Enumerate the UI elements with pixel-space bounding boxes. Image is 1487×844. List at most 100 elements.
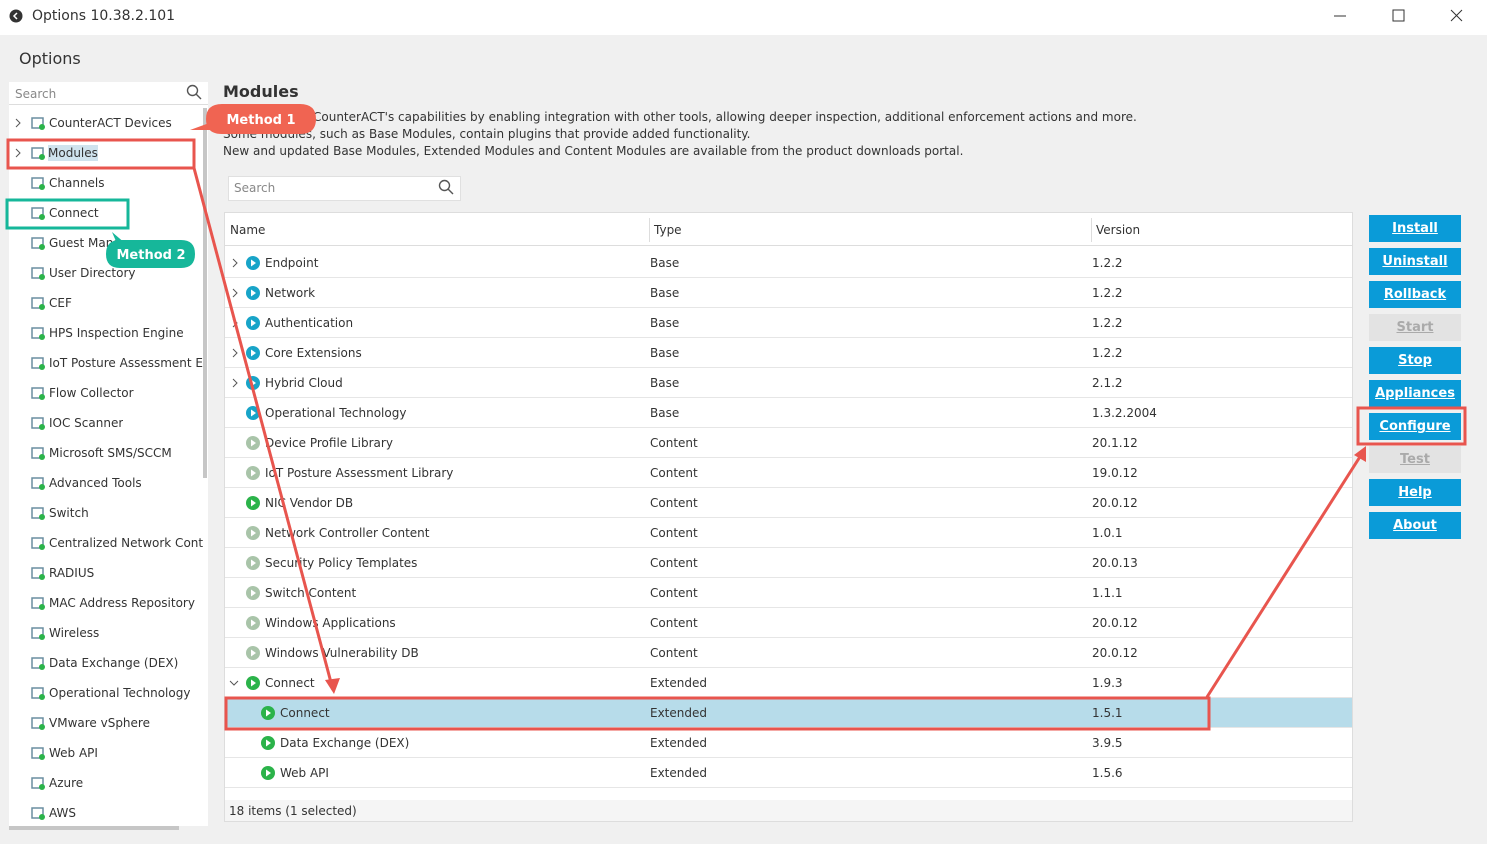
icon — [246, 646, 260, 660]
cell: 1.2.2 — [1092, 346, 1123, 360]
table-row[interactable] — [225, 458, 1352, 488]
sidebar-item[interactable]: Guest Mana — [49, 236, 121, 250]
sidebar-item[interactable]: VMware vSphere — [49, 716, 150, 730]
cell: 1.5.1 — [1092, 706, 1123, 720]
icon — [232, 258, 238, 268]
cell: 1.2.2 — [1092, 256, 1123, 270]
sidebar-item[interactable]: Connect — [49, 206, 99, 220]
sidebar-item[interactable]: HPS Inspection Engine — [49, 326, 184, 340]
icon — [261, 736, 275, 750]
button[interactable]: Configure — [1369, 413, 1461, 440]
button[interactable]: Stop — [1369, 347, 1461, 374]
icon — [246, 286, 260, 300]
arrow-head — [1354, 446, 1366, 462]
cell: 1.3.2.2004 — [1092, 406, 1157, 420]
search-icon — [186, 84, 202, 100]
icon — [31, 147, 45, 160]
sidebar-item[interactable]: Channels — [49, 176, 105, 190]
table-row[interactable] — [225, 698, 1352, 728]
icon — [31, 777, 45, 790]
table-row[interactable] — [225, 548, 1352, 578]
button[interactable]: About — [1369, 512, 1461, 539]
icon — [31, 597, 45, 610]
highlight-box — [5, 198, 130, 230]
footer-text: 18 items (1 selected) — [229, 804, 357, 818]
table-row[interactable] — [225, 428, 1352, 458]
sidebar-item[interactable]: Wireless — [49, 626, 100, 640]
sidebar-item[interactable]: Flow Collector — [49, 386, 134, 400]
cell: Content — [650, 526, 698, 540]
cell: Content — [650, 646, 698, 660]
icon — [232, 378, 238, 388]
button[interactable]: Uninstall — [1369, 248, 1461, 275]
table-row[interactable] — [225, 338, 1352, 368]
icon — [31, 327, 45, 340]
table-row[interactable] — [225, 578, 1352, 608]
sidebar-item[interactable]: Modules — [48, 145, 98, 161]
sidebar-item[interactable]: Microsoft SMS/SCCM — [49, 446, 172, 460]
sidebar-item[interactable]: CEF — [49, 296, 72, 310]
sidebar-item[interactable]: User Directory — [49, 266, 136, 280]
sidebar-item[interactable]: AWS — [49, 806, 77, 820]
cell: Base — [650, 316, 680, 330]
window-controls[interactable] — [1320, 0, 1487, 35]
button[interactable]: Help — [1369, 479, 1461, 506]
cell: Data Exchange (DEX) — [280, 736, 410, 750]
header-divider — [225, 245, 1352, 246]
sidebar-item[interactable]: Data Exchange (DEX) — [49, 656, 179, 670]
search-box[interactable] — [228, 176, 461, 201]
table-row[interactable] — [225, 728, 1352, 758]
table-row[interactable] — [225, 368, 1352, 398]
scrollbar[interactable] — [9, 826, 179, 830]
sidebar-item[interactable]: IOC Scanner — [49, 416, 124, 430]
title-bar — [0, 0, 1487, 35]
sidebar-item[interactable]: Web API — [49, 746, 98, 760]
sidebar-search[interactable]: Search — [15, 87, 57, 101]
sidebar-item[interactable]: IoT Posture Assessment Eng — [49, 356, 203, 370]
cell: Extended — [650, 676, 707, 690]
icon — [31, 447, 45, 460]
cell: Base — [650, 256, 680, 270]
sidebar-item[interactable]: Switch — [49, 506, 89, 520]
table-row[interactable] — [225, 608, 1352, 638]
sidebar-item[interactable]: RADIUS — [49, 566, 95, 580]
icon — [261, 706, 275, 720]
table-row[interactable] — [225, 248, 1352, 278]
sidebar-item[interactable]: MAC Address Repository — [49, 596, 195, 610]
cell: 1.5.6 — [1092, 766, 1123, 780]
button[interactable]: Rollback — [1369, 281, 1461, 308]
table-row[interactable] — [225, 308, 1352, 338]
table-row[interactable] — [225, 488, 1352, 518]
icon — [31, 357, 45, 370]
cell: Base — [650, 346, 680, 360]
button[interactable]: Install — [1369, 215, 1461, 242]
cell: 1.1.1 — [1092, 586, 1123, 600]
icon — [246, 436, 260, 450]
sidebar-item[interactable]: Azure — [49, 776, 84, 790]
icon — [31, 207, 45, 220]
window-title: Options 10.38.2.101 — [32, 8, 176, 24]
arrow-head — [325, 678, 340, 694]
sidebar-item[interactable]: CounterACT Devices — [49, 116, 172, 130]
description: CounterACT's capabilities by enabling in… — [313, 110, 1137, 124]
icon — [31, 657, 45, 670]
column-header: Name — [230, 223, 266, 237]
icon — [246, 616, 260, 630]
button[interactable]: Start — [1369, 314, 1461, 341]
cell: Network Controller Content — [265, 526, 430, 540]
cell: Extended — [650, 736, 707, 750]
button[interactable]: Appliances — [1369, 380, 1461, 407]
scrollbar[interactable] — [203, 108, 207, 478]
table-row[interactable] — [225, 638, 1352, 668]
sidebar-item[interactable]: Operational Technology — [49, 686, 191, 700]
cell: Extended — [650, 766, 707, 780]
sidebar-item[interactable]: Advanced Tools — [49, 476, 142, 490]
sidebar-item[interactable]: Centralized Network Control — [49, 536, 203, 550]
arrow — [192, 167, 335, 691]
table-row[interactable] — [225, 518, 1352, 548]
table-row[interactable] — [225, 278, 1352, 308]
icon — [246, 526, 260, 540]
table-row[interactable] — [225, 758, 1352, 788]
table-row[interactable] — [225, 398, 1352, 428]
button[interactable]: Test — [1369, 446, 1461, 473]
